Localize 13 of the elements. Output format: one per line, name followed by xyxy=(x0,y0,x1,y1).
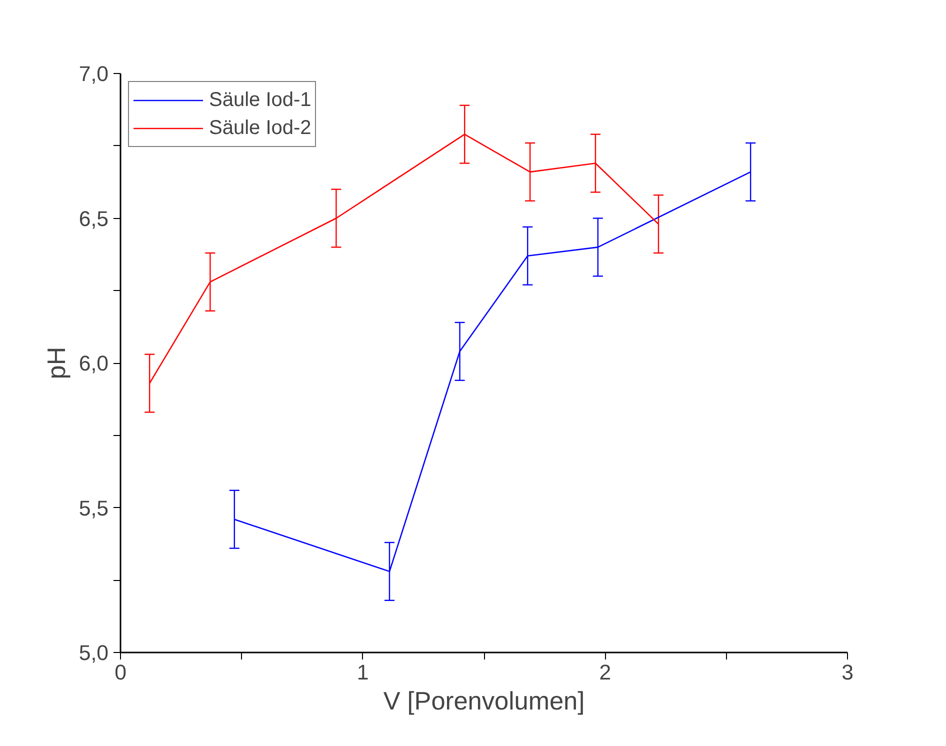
y-tick-label: 5,0 xyxy=(78,641,109,665)
legend-label: Säule Iod-1 xyxy=(209,88,312,112)
legend-label: Säule Iod-2 xyxy=(209,116,312,140)
x-axis-title: V [Porenvolumen] xyxy=(383,688,585,716)
x-tick-label: 0 xyxy=(114,660,127,684)
x-tick-label: 1 xyxy=(356,660,369,684)
x-tick-label: 2 xyxy=(599,660,612,684)
y-tick-label: 7,0 xyxy=(78,62,109,86)
y-axis-title: pH xyxy=(42,346,71,380)
y-tick-label: 6,0 xyxy=(78,352,109,376)
y-tick-label: 5,5 xyxy=(78,496,109,520)
x-tick-label: 3 xyxy=(842,660,854,684)
y-tick-label: 6,5 xyxy=(78,206,109,231)
